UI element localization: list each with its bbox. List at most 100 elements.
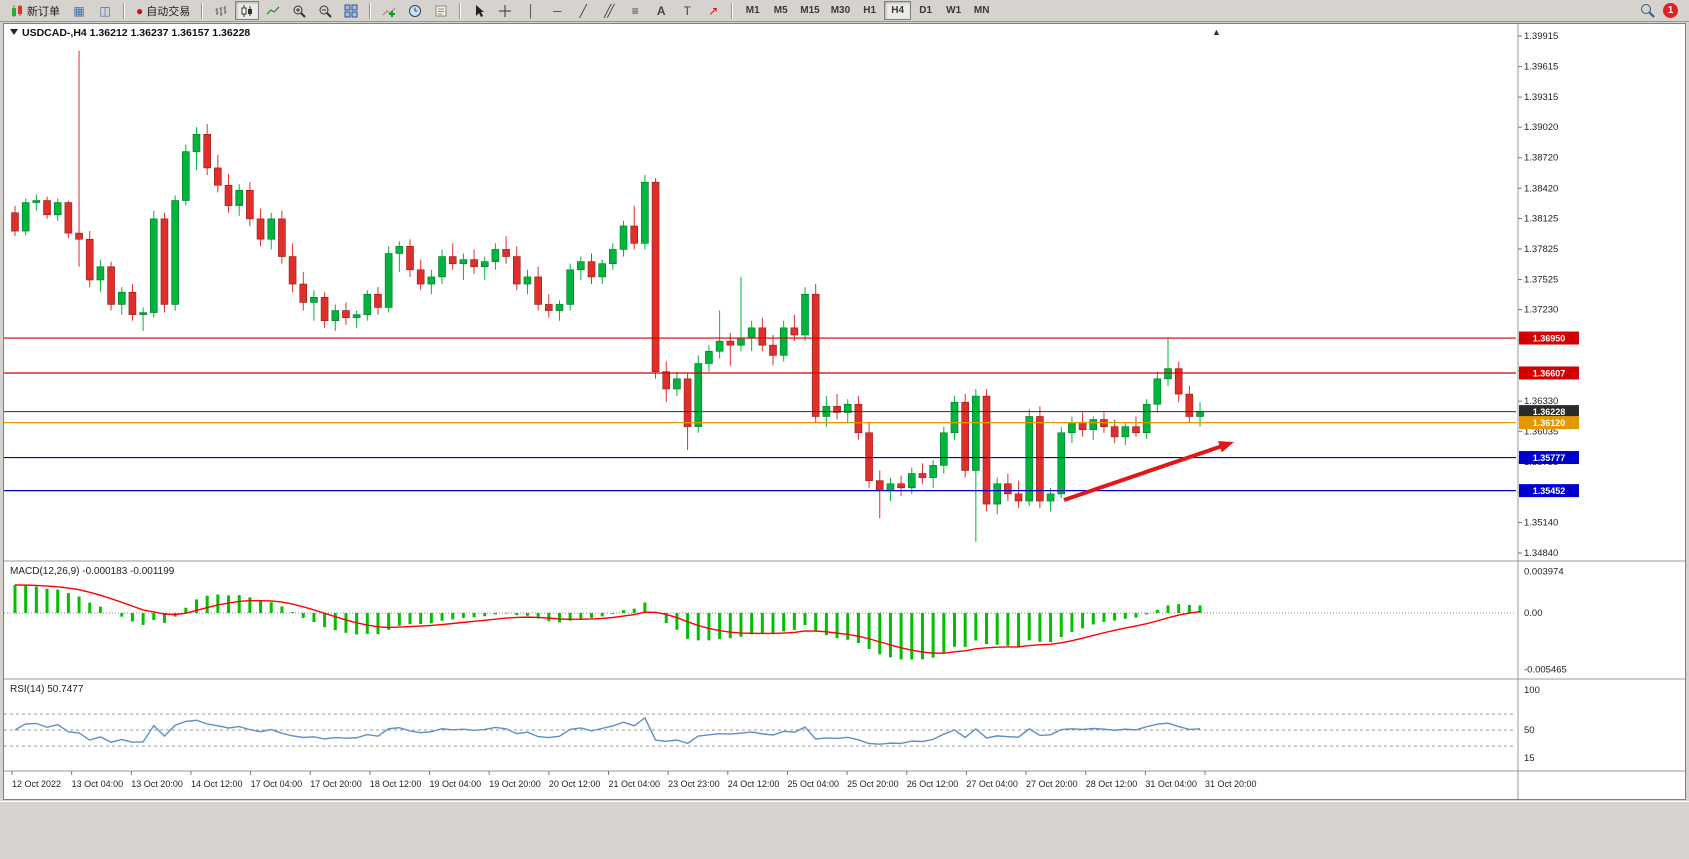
profiles-button[interactable]: ◫ xyxy=(93,1,117,20)
crosshair-button[interactable] xyxy=(493,1,517,20)
notification-badge[interactable]: 1 xyxy=(1663,3,1678,18)
svg-text:RSI(14) 50.7477: RSI(14) 50.7477 xyxy=(10,684,84,695)
svg-text:USDCAD-,H4 1.36212 1.36237 1.3: USDCAD-,H4 1.36212 1.36237 1.36157 1.362… xyxy=(22,27,250,39)
autotrading-label: 自动交易 xyxy=(146,5,191,18)
svg-text:1.37825: 1.37825 xyxy=(1524,244,1558,255)
svg-text:1.38720: 1.38720 xyxy=(1524,153,1558,164)
price-axis[interactable]: 1.39915 1.39615 1.39315 1.39020 1.38720 1.384… xyxy=(1518,31,1558,559)
indicators-button[interactable] xyxy=(377,1,401,20)
svg-text:0.00: 0.00 xyxy=(1524,608,1543,619)
zoom-out-button[interactable] xyxy=(313,1,337,20)
templates-button[interactable] xyxy=(429,1,453,20)
text-tool-button[interactable]: A xyxy=(649,1,673,20)
svg-text:17 Oct 04:00: 17 Oct 04:00 xyxy=(251,779,303,789)
timeframe-button-m5[interactable]: M5 xyxy=(773,5,788,16)
new-order-button[interactable]: 新订单 xyxy=(5,1,65,20)
svg-text:1.35140: 1.35140 xyxy=(1524,517,1558,528)
profiles-icon: ◫ xyxy=(99,3,111,18)
vertical-line-tool-button[interactable]: │ xyxy=(519,1,543,20)
svg-text:27 Oct 04:00: 27 Oct 04:00 xyxy=(966,779,1018,789)
toolbar-right-group: 1 xyxy=(1640,3,1684,18)
bar-chart-type-icon xyxy=(215,5,227,16)
svg-text:MACD(12,26,9) -0.000183 -0.001: MACD(12,26,9) -0.000183 -0.001199 xyxy=(10,566,175,577)
toolbar-separator xyxy=(369,2,372,19)
autotrading-button[interactable]: ● 自动交易 xyxy=(131,1,195,20)
svg-text:25 Oct 20:00: 25 Oct 20:00 xyxy=(847,779,899,789)
svg-text:1.39020: 1.39020 xyxy=(1524,122,1558,133)
timeframe-button-h4[interactable]: H4 xyxy=(884,1,912,20)
timeframe-button-m30[interactable]: M30 xyxy=(830,5,851,16)
pane-separators xyxy=(4,24,1685,799)
text-label-icon: T xyxy=(683,3,691,18)
search-icon[interactable] xyxy=(1640,3,1655,18)
svg-text:18 Oct 12:00: 18 Oct 12:00 xyxy=(370,779,422,789)
svg-text:▲: ▲ xyxy=(1212,27,1221,37)
line-chart-type-button[interactable] xyxy=(261,1,285,20)
price-chart[interactable]: 1.39915 1.39615 1.39315 1.39020 1.38720 1.384… xyxy=(4,24,1685,799)
channel-icon: ╱╱ xyxy=(604,3,615,18)
cursor-button[interactable] xyxy=(467,1,491,20)
svg-text:-0.005465: -0.005465 xyxy=(1524,665,1567,676)
macd-pane[interactable]: 0.003974 0.00 -0.005465 MACD(12,26,9) -0.00… xyxy=(4,566,1567,676)
svg-text:24 Oct 12:00: 24 Oct 12:00 xyxy=(728,779,780,789)
timeframe-button-w1[interactable]: W1 xyxy=(946,5,962,16)
timeframe-button-mn[interactable]: MN xyxy=(973,5,990,16)
trend-arrow[interactable] xyxy=(1063,441,1234,502)
periods-button[interactable] xyxy=(403,1,427,20)
zoom-out-icon xyxy=(319,5,332,18)
arrows-tool-icon: ↗ xyxy=(708,3,719,18)
svg-text:1.39615: 1.39615 xyxy=(1524,62,1558,73)
svg-text:1.39315: 1.39315 xyxy=(1524,92,1558,103)
text-label-tool-button[interactable]: T xyxy=(675,1,699,20)
svg-text:17 Oct 20:00: 17 Oct 20:00 xyxy=(310,779,362,789)
arrows-tool-button[interactable]: ↗ xyxy=(701,1,725,20)
rsi-pane[interactable]: 100 50 15 RSI(14) 50.7477 xyxy=(4,684,1540,764)
svg-text:31 Oct 20:00: 31 Oct 20:00 xyxy=(1205,779,1257,789)
chart-window[interactable]: 1.39915 1.39615 1.39315 1.39020 1.38720 1.384… xyxy=(3,23,1686,800)
vertical-line-icon: │ xyxy=(527,3,536,18)
toolbar-separator xyxy=(731,2,734,19)
bar-chart-type-button[interactable] xyxy=(209,1,233,20)
level-lines[interactable] xyxy=(4,337,1516,492)
svg-text:23 Oct 23:00: 23 Oct 23:00 xyxy=(668,779,720,789)
templates-icon xyxy=(435,5,447,16)
channel-tool-button[interactable]: ╱╱ xyxy=(597,1,621,20)
zoom-in-icon xyxy=(293,5,306,18)
svg-text:1.34840: 1.34840 xyxy=(1524,548,1558,559)
time-axis[interactable]: 12 Oct 2022 13 Oct 04:00 13 Oct 20:00 14 Oc… xyxy=(11,771,1257,789)
candle-chart-type-button[interactable] xyxy=(235,1,260,20)
svg-text:14 Oct 12:00: 14 Oct 12:00 xyxy=(191,779,243,789)
fibonacci-tool-button[interactable]: ≡ xyxy=(623,1,647,20)
zoom-in-button[interactable] xyxy=(287,1,311,20)
svg-text:1.37525: 1.37525 xyxy=(1524,274,1558,285)
toolbar-separator xyxy=(123,2,125,19)
svg-text:19 Oct 04:00: 19 Oct 04:00 xyxy=(430,779,482,789)
svg-text:1.38125: 1.38125 xyxy=(1524,213,1558,224)
svg-text:26 Oct 12:00: 26 Oct 12:00 xyxy=(907,779,959,789)
timeframe-button-m15[interactable]: M15 xyxy=(800,5,820,16)
trendline-tool-button[interactable]: ╱ xyxy=(571,1,595,20)
svg-text:31 Oct 04:00: 31 Oct 04:00 xyxy=(1145,779,1197,789)
candles-layer xyxy=(11,50,1204,542)
svg-text:1.36607: 1.36607 xyxy=(1533,368,1566,378)
tile-windows-button[interactable] xyxy=(339,1,363,20)
crosshair-icon xyxy=(499,4,512,17)
toolbar-separator xyxy=(201,2,204,19)
svg-text:19 Oct 20:00: 19 Oct 20:00 xyxy=(489,779,541,789)
autotrading-icon: ● xyxy=(136,3,144,18)
svg-text:1.36330: 1.36330 xyxy=(1524,396,1558,407)
timeframe-button-h1[interactable]: H1 xyxy=(863,5,877,16)
chart-title: USDCAD-,H4 1.36212 1.36237 1.36157 1.362… xyxy=(10,27,1221,39)
timeframe-button-m1[interactable]: M1 xyxy=(745,5,760,16)
svg-text:1.35452: 1.35452 xyxy=(1533,486,1566,496)
line-chart-type-icon xyxy=(266,6,280,14)
timeframe-button-d1[interactable]: D1 xyxy=(919,5,933,16)
svg-text:28 Oct 12:00: 28 Oct 12:00 xyxy=(1086,779,1138,789)
svg-text:13 Oct 20:00: 13 Oct 20:00 xyxy=(131,779,183,789)
svg-text:1.36950: 1.36950 xyxy=(1533,334,1566,344)
text-icon: A xyxy=(656,3,666,18)
horizontal-line-tool-button[interactable]: ─ xyxy=(545,1,569,20)
cursor-icon xyxy=(476,4,485,17)
charts-button[interactable]: ▦ xyxy=(67,1,91,20)
